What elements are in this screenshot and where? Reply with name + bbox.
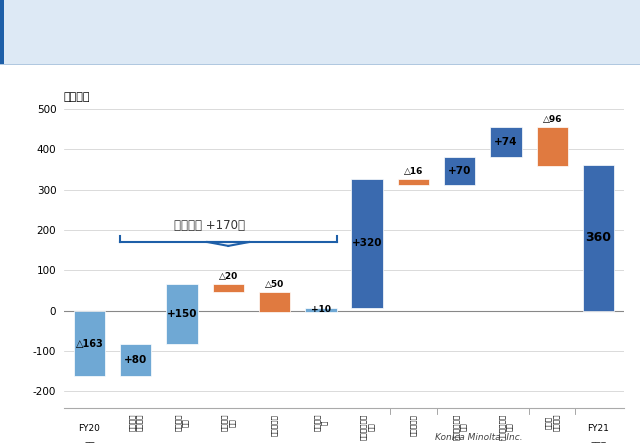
Text: △50: △50 — [265, 280, 284, 289]
Text: 事業によって
増減: 事業によって 増減 — [499, 414, 513, 440]
Text: 構造改革
費用剥落: 構造改革 費用剥落 — [129, 414, 143, 431]
Bar — [536, 127, 568, 166]
Text: FY20: FY20 — [79, 424, 100, 432]
Text: 2021年度 業績見通し: 2021年度 業績見通し — [14, 23, 126, 39]
Text: 助成金など: 助成金など — [271, 414, 278, 436]
Text: 事業によって
増減: 事業によって 増減 — [452, 414, 467, 440]
Bar — [120, 344, 152, 377]
Text: +320: +320 — [352, 238, 382, 248]
Bar — [490, 127, 522, 157]
Text: 360: 360 — [586, 232, 612, 245]
Bar — [583, 165, 614, 311]
Text: +10: +10 — [311, 305, 331, 315]
Text: ｜: ｜ — [202, 23, 211, 39]
Bar — [397, 179, 429, 185]
Text: △96: △96 — [543, 115, 562, 124]
Text: △16: △16 — [404, 167, 423, 176]
Bar — [444, 157, 476, 185]
Text: +80: +80 — [124, 355, 147, 365]
Text: △20: △20 — [219, 272, 238, 281]
Text: 特殊要因 +170億: 特殊要因 +170億 — [174, 219, 245, 232]
Bar — [166, 284, 198, 344]
Text: 構造改革
効果: 構造改革 効果 — [175, 414, 189, 431]
Text: +74: +74 — [494, 137, 518, 147]
Bar — [351, 179, 383, 308]
Text: 為替調整
損: 為替調整 損 — [314, 414, 328, 431]
Text: FY21: FY21 — [588, 424, 609, 432]
Bar — [74, 311, 105, 377]
Bar — [259, 291, 291, 312]
Text: （億円）: （億円） — [64, 92, 90, 102]
Bar — [212, 284, 244, 291]
Text: 12: 12 — [608, 45, 624, 58]
Text: Konica Minolta, Inc.: Konica Minolta, Inc. — [435, 433, 523, 442]
Text: △163: △163 — [76, 338, 103, 349]
Text: 助成金など: 助成金など — [410, 414, 417, 436]
Text: 事業によって
増減: 事業によって 増減 — [360, 414, 374, 440]
Text: +150: +150 — [167, 309, 197, 319]
Text: +70: +70 — [448, 166, 472, 176]
Text: 構造改革
費用: 構造改革 費用 — [221, 414, 236, 431]
Text: コーポ
レート他: コーポ レート他 — [545, 414, 559, 431]
Bar — [305, 308, 337, 312]
Text: 20年度からの営業利益増減要因: 20年度からの営業利益増減要因 — [214, 24, 335, 37]
